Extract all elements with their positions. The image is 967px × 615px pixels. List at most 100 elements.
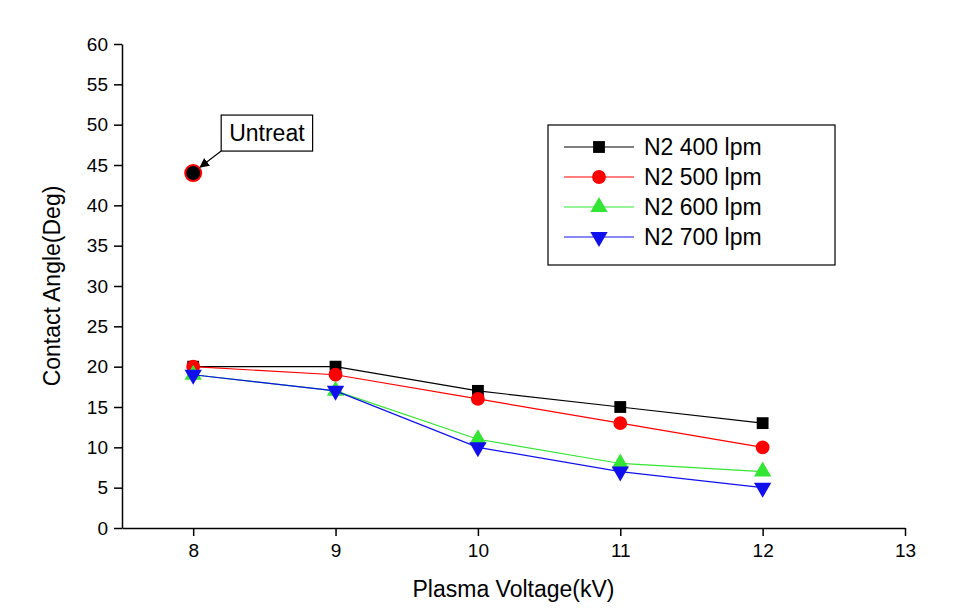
y-tick-label: 35 <box>87 235 108 256</box>
series-line <box>193 367 762 423</box>
y-tick: 20 <box>87 356 122 377</box>
series-marker <box>612 453 629 468</box>
y-tick: 30 <box>87 276 122 297</box>
legend-item: N2 500 lpm <box>564 164 762 190</box>
series-line <box>193 375 762 488</box>
y-tick-mark <box>114 124 122 126</box>
y-tick: 35 <box>87 235 122 256</box>
legend-label: N2 500 lpm <box>644 164 762 190</box>
series-marker <box>756 440 770 454</box>
x-axis-title: Plasma Voltage(kV) <box>413 576 615 602</box>
y-tick-label: 50 <box>87 114 108 135</box>
y-tick-label: 45 <box>87 155 108 176</box>
y-tick: 45 <box>87 155 122 176</box>
x-tick-mark <box>905 528 907 536</box>
plot-area <box>185 165 772 498</box>
annotation-arrow <box>200 151 221 167</box>
y-tick: 55 <box>87 74 122 95</box>
y-tick-mark <box>114 487 122 489</box>
x-tick-mark <box>193 528 195 536</box>
x-tick: 13 <box>895 528 916 561</box>
y-tick-label: 55 <box>87 74 108 95</box>
series-marker <box>612 467 629 482</box>
y-tick-label: 15 <box>87 397 108 418</box>
x-tick-label: 8 <box>188 540 199 561</box>
x-tick: 9 <box>331 528 342 561</box>
y-tick-label: 25 <box>87 316 108 337</box>
series-line <box>193 375 762 472</box>
y-tick: 50 <box>87 114 122 135</box>
annotation-text: Untreat <box>229 120 305 146</box>
y-tick-mark <box>114 366 122 368</box>
x-tick-mark <box>762 528 764 536</box>
series-marker <box>185 370 202 385</box>
y-tick: 5 <box>97 477 122 498</box>
y-tick-mark <box>114 165 122 167</box>
annotation: Untreat <box>200 115 312 167</box>
y-tick-label: 5 <box>97 477 108 498</box>
x-axis-line <box>123 528 906 530</box>
y-tick: 25 <box>87 316 122 337</box>
y-tick-label: 0 <box>97 518 108 539</box>
legend-item: N2 600 lpm <box>564 194 762 220</box>
y-tick-label: 20 <box>87 356 108 377</box>
legend: N2 400 lpm N2 500 lpm N2 600 lpm N2 700 lpm <box>548 125 835 265</box>
series-marker <box>469 429 486 444</box>
legend-item: N2 700 lpm <box>564 224 762 250</box>
x-tick-mark <box>620 528 622 536</box>
annotation-box <box>221 115 312 151</box>
x-tick-label: 10 <box>468 540 489 561</box>
x-axis: 8 9 10 11 12 13 <box>123 528 917 561</box>
x-tick-label: 13 <box>895 540 916 561</box>
series-marker <box>327 386 344 401</box>
legend-box <box>548 125 835 265</box>
legend-label: N2 700 lpm <box>644 224 762 250</box>
y-tick-mark <box>114 407 122 409</box>
y-tick: 40 <box>87 195 122 216</box>
y-tick: 0 <box>97 518 122 539</box>
y-tick-mark <box>114 205 122 207</box>
chart: 8 9 10 11 12 13 0 5 10 15 20 25 30 35 40 45 50 55 60 Plasma… <box>0 0 967 615</box>
y-tick-mark <box>114 447 122 449</box>
y-tick: 60 <box>87 34 122 55</box>
series-marker <box>469 442 486 457</box>
y-tick: 15 <box>87 397 122 418</box>
legend-label: N2 600 lpm <box>644 194 762 220</box>
x-tick-label: 9 <box>331 540 342 561</box>
y-tick-mark <box>114 326 122 328</box>
legend-marker <box>590 232 607 247</box>
y-tick-mark <box>114 84 122 86</box>
y-tick-mark <box>114 528 122 530</box>
y-tick-label: 40 <box>87 195 108 216</box>
legend-marker <box>590 197 607 212</box>
annotation-point <box>185 165 201 181</box>
y-tick-mark <box>114 286 122 288</box>
series-marker <box>329 368 343 382</box>
x-tick-label: 12 <box>753 540 774 561</box>
x-tick: 11 <box>611 528 631 561</box>
y-tick-label: 30 <box>87 276 108 297</box>
x-tick: 8 <box>188 528 199 561</box>
y-tick-label: 10 <box>87 437 108 458</box>
y-tick: 10 <box>87 437 122 458</box>
x-tick-mark <box>478 528 480 536</box>
series-marker <box>614 401 626 413</box>
series-marker <box>471 392 485 406</box>
y-axis-title: Contact Angle(Deg) <box>39 186 65 387</box>
series-marker <box>757 417 769 429</box>
legend-item: N2 400 lpm <box>564 134 762 160</box>
series-marker <box>613 416 627 430</box>
legend-label: N2 400 lpm <box>644 134 762 160</box>
y-tick-label: 60 <box>87 34 108 55</box>
y-axis: 0 5 10 15 20 25 30 35 40 45 50 55 60 <box>87 34 123 539</box>
y-tick-mark <box>114 44 122 46</box>
series-line <box>193 367 762 448</box>
series-marker <box>754 462 771 477</box>
y-tick-mark <box>114 245 122 247</box>
x-tick-mark <box>335 528 337 536</box>
x-tick: 12 <box>753 528 774 561</box>
legend-marker <box>592 170 606 184</box>
x-tick: 10 <box>468 528 489 561</box>
series-marker <box>754 483 771 498</box>
legend-marker <box>593 141 605 153</box>
